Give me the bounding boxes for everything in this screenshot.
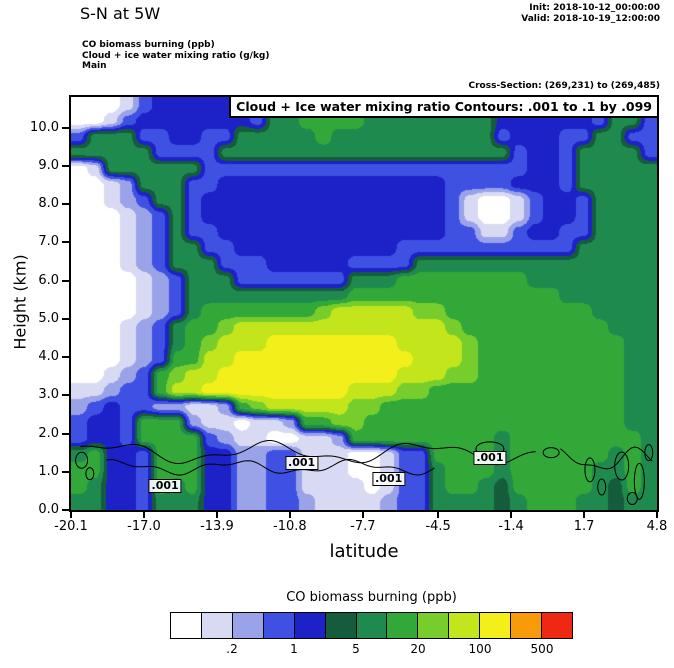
colorbar-box (231, 612, 264, 639)
init-time: Init: 2018-10-12_00:00:00 (529, 3, 660, 13)
y-tick-mark (62, 470, 69, 473)
x-tick-mark (656, 512, 658, 518)
co-filled-contour-field (71, 97, 657, 510)
y-tick-label: 3.0 (38, 387, 59, 403)
y-tick-mark (62, 356, 69, 359)
colorbar-box (200, 612, 233, 639)
x-tick-mark (70, 512, 72, 518)
y-tick-mark (62, 394, 69, 397)
x-tick-label: -17.0 (127, 519, 161, 534)
y-tick-label: 6.0 (38, 272, 59, 288)
cloud-contour-label: .001 (148, 479, 182, 494)
x-tick-mark (437, 512, 440, 518)
page-title: S-N at 5W (80, 4, 161, 23)
colorbar-box (293, 612, 326, 639)
field-line-domain: Main (82, 61, 107, 71)
y-tick-mark (62, 509, 69, 511)
x-tick-label: 1.7 (573, 519, 595, 534)
field-line-cloud: Cloud + ice water mixing ratio (g/kg) (82, 50, 270, 61)
y-tick-mark (62, 164, 69, 167)
x-tick-label: -1.4 (498, 519, 524, 534)
x-tick-mark (142, 512, 145, 518)
x-tick-mark (583, 512, 586, 518)
colorbar-box (541, 612, 573, 639)
y-tick-mark (62, 126, 69, 129)
valid-time: Valid: 2018-10-19_12:00:00 (521, 14, 660, 24)
x-tick-label: -13.9 (200, 519, 234, 534)
y-tick-mark (62, 203, 69, 206)
colorbar (170, 612, 573, 639)
x-tick-label: -4.5 (425, 519, 451, 534)
field-descriptions: CO biomass burning (ppb) Cloud + ice wat… (82, 40, 270, 72)
y-tick-label: 7.0 (38, 234, 59, 250)
x-tick-mark (510, 512, 513, 518)
x-tick-mark (288, 512, 291, 518)
y-tick-label: 1.0 (38, 463, 59, 479)
colorbar-box (386, 612, 419, 639)
colorbar-tick-label: 100 (468, 642, 492, 656)
field-line-co: CO biomass burning (ppb) (82, 40, 215, 50)
x-tick-label: 4.8 (646, 519, 668, 534)
y-tick-label: 9.0 (38, 157, 59, 173)
colorbar-tick-label: .2 (226, 642, 238, 656)
y-tick-label: 10.0 (30, 119, 59, 135)
y-tick-label: 2.0 (38, 425, 59, 441)
colorbar-tick-label: 1 (290, 642, 298, 656)
y-tick-mark (62, 241, 69, 244)
colorbar-box (479, 612, 512, 639)
cloud-contour-label: .001 (285, 456, 319, 471)
colorbar-box (417, 612, 450, 639)
y-tick-label: 8.0 (38, 196, 59, 212)
y-axis-label: Height (km) (10, 254, 30, 350)
y-tick-label: 4.0 (38, 349, 59, 365)
cross-section-coords: Cross-Section: (269,231) to (269,485) (468, 81, 661, 91)
y-tick-label: 0.0 (38, 502, 59, 517)
cloud-ice-contour-lines (75, 440, 654, 506)
x-tick-mark (361, 512, 364, 518)
colorbar-box (355, 612, 388, 639)
colorbar-tick-label: 20 (410, 642, 426, 656)
contour-range-box: Cloud + Ice water mixing ratio Contours:… (229, 97, 657, 118)
x-tick-label: -10.8 (273, 519, 307, 534)
colorbar-box (324, 612, 357, 639)
colorbar-box (262, 612, 295, 639)
cloud-contour-label: .001 (372, 472, 406, 487)
colorbar-box (510, 612, 543, 639)
colorbar-tick-label: 500 (530, 642, 554, 656)
y-tick-mark (62, 432, 69, 435)
y-tick-mark (62, 317, 69, 320)
x-tick-label: -7.7 (350, 519, 376, 534)
colorbar-title: CO biomass burning (ppb) (286, 590, 457, 605)
cloud-contour-label: .001 (473, 450, 507, 465)
x-tick-mark (215, 512, 218, 518)
y-tick-mark (62, 279, 69, 282)
cross-section-plot: Cloud + Ice water mixing ratio Contours:… (69, 95, 659, 512)
colorbar-tick-label: 5 (352, 642, 360, 656)
x-axis-label: latitude (329, 541, 399, 562)
colorbar-box (448, 612, 481, 639)
colorbar-box (170, 612, 202, 639)
x-tick-label: -20.1 (54, 519, 88, 534)
y-tick-label: 5.0 (38, 310, 59, 326)
